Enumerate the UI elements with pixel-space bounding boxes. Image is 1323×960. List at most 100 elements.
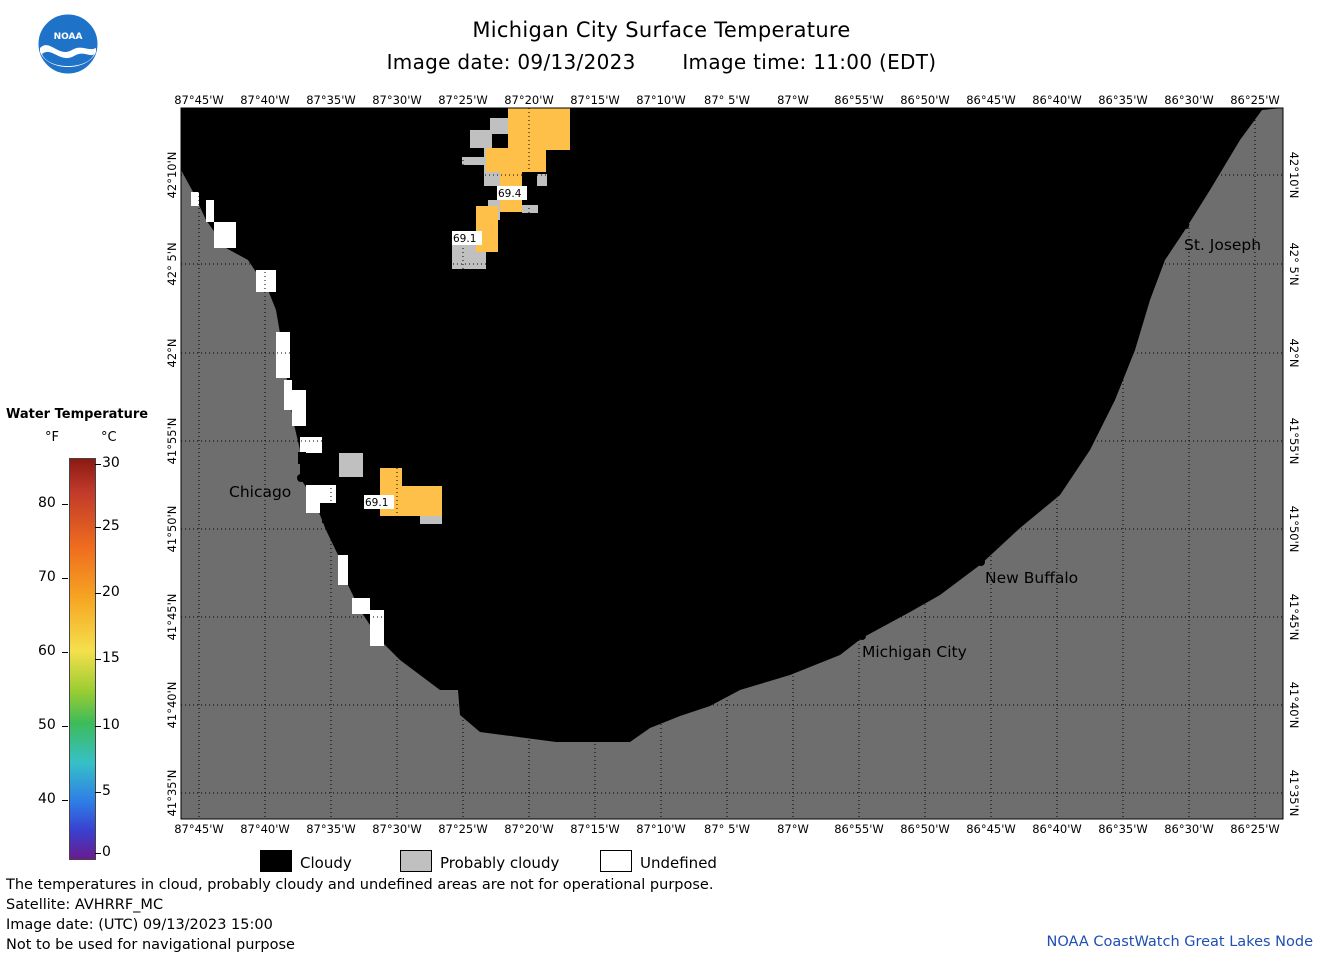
temp-label-1: 69.4 xyxy=(497,186,527,200)
lon-label: 86°55'W xyxy=(834,822,884,836)
lon-label: 87°45'W xyxy=(174,822,224,836)
lat-label: 41°55'N xyxy=(1287,418,1301,465)
key-undefined-swatch xyxy=(600,850,632,872)
key-probably-cloudy-label: Probably cloudy xyxy=(440,854,560,872)
image-date: Image date: 09/13/2023 xyxy=(386,50,636,74)
legend-tick-c: 20 xyxy=(102,584,120,600)
lon-label: 86°25'W xyxy=(1230,822,1280,836)
city-chicago: Chicago xyxy=(229,483,291,501)
lon-label: 86°45'W xyxy=(966,93,1016,107)
lat-label: 42°10'N xyxy=(165,152,179,199)
footer-line-4: Not to be used for navigational purpose xyxy=(6,937,295,953)
lat-label: 41°40'N xyxy=(165,682,179,729)
legend-tick-mark xyxy=(95,593,101,594)
lon-label: 87°40'W xyxy=(240,93,290,107)
lat-label: 41°50'N xyxy=(165,506,179,553)
lon-label: 86°45'W xyxy=(966,822,1016,836)
lon-label: 87°15'W xyxy=(570,822,620,836)
logo-text: NOAA xyxy=(54,32,83,42)
legend-tick-f: 60 xyxy=(38,643,56,659)
temp-label-2-text: 69.1 xyxy=(453,233,476,245)
land-west xyxy=(181,108,1283,819)
legend-title: Water Temperature xyxy=(6,407,149,422)
lon-label: 87°45'W xyxy=(174,93,224,107)
lon-label: 87°W xyxy=(777,93,809,107)
lon-label: 86°35'W xyxy=(1098,822,1148,836)
lon-label: 87°10'W xyxy=(636,822,686,836)
lon-label: 86°55'W xyxy=(834,93,884,107)
legend-tick-mark xyxy=(95,659,101,660)
lon-label: 87°35'W xyxy=(306,93,356,107)
legend-tick-c: 15 xyxy=(102,650,120,666)
city-new-buffalo: New Buffalo xyxy=(985,569,1078,587)
lon-label: 87°30'W xyxy=(372,93,422,107)
key-cloudy-swatch xyxy=(260,850,292,872)
cloud-patches-coast xyxy=(298,452,332,523)
city-st-joseph: St. Joseph xyxy=(1184,236,1261,254)
graticule xyxy=(181,108,1283,819)
lat-labels-right: 42°10'N 42° 5'N 42°N 41°55'N 41°50'N 41°45'N 4… xyxy=(1287,152,1301,817)
legend-tick-c: 25 xyxy=(102,518,120,534)
page-title: Michigan City Surface Temperature xyxy=(472,18,851,42)
footer-line-3: Image date: (UTC) 09/13/2023 15:00 xyxy=(6,917,273,933)
city-michigan-city: Michigan City xyxy=(862,643,967,661)
legend-unit-c: °C xyxy=(101,430,117,445)
noaa-logo-icon: NOAA xyxy=(37,13,99,75)
image-time: Image time: 11:00 (EDT) xyxy=(682,50,937,74)
city-marker-st-joseph xyxy=(1183,223,1189,229)
key-cloudy-label: Cloudy xyxy=(300,854,352,872)
lon-labels-bottom: 87°45'W 87°40'W 87°35'W 87°30'W 87°25'W 87°20… xyxy=(174,822,1280,836)
legend-tick-mark xyxy=(62,652,68,653)
lat-label: 41°45'N xyxy=(165,594,179,641)
lon-label: 87° 5'W xyxy=(704,93,750,107)
lat-label: 42°10'N xyxy=(1287,152,1301,199)
city-marker-michigan-city xyxy=(858,632,866,640)
lon-label: 87°10'W xyxy=(636,93,686,107)
image-date-time: Image date: 09/13/2023 Image time: 11:00… xyxy=(0,50,1323,74)
legend-tick-mark xyxy=(95,527,101,528)
footer-notes: The temperatures in cloud, probably clou… xyxy=(6,875,713,955)
legend-tick-mark xyxy=(62,800,68,801)
legend-tick-f: 70 xyxy=(38,569,56,585)
legend-tick-f: 50 xyxy=(38,717,56,733)
lon-label: 87°35'W xyxy=(306,822,356,836)
lat-label: 42°N xyxy=(165,339,179,368)
credit-link[interactable]: NOAA CoastWatch Great Lakes Node xyxy=(1046,934,1313,950)
lon-label: 86°40'W xyxy=(1032,822,1082,836)
lon-label: 87°25'W xyxy=(438,93,488,107)
legend-tick-f: 80 xyxy=(38,495,56,511)
legend-tick-c: 5 xyxy=(102,783,111,799)
lat-label: 41°50'N xyxy=(1287,506,1301,553)
legend-tick-c: 0 xyxy=(102,844,111,860)
lat-label: 41°55'N xyxy=(165,418,179,465)
lat-label: 42°N xyxy=(1287,339,1301,368)
lon-label: 87°W xyxy=(777,822,809,836)
legend-tick-mark xyxy=(95,726,101,727)
legend-tick-mark xyxy=(62,578,68,579)
legend-unit-f: °F xyxy=(45,430,59,445)
lon-label: 87°20'W xyxy=(504,822,554,836)
legend-tick-mark xyxy=(95,792,101,793)
lon-label: 86°35'W xyxy=(1098,93,1148,107)
map-frame xyxy=(180,107,1284,820)
temp-label-2: 69.1 xyxy=(452,231,482,245)
lon-label: 87°40'W xyxy=(240,822,290,836)
legend-tick-f: 40 xyxy=(38,791,56,807)
legend-tick-mark xyxy=(62,504,68,505)
lon-label: 87°20'W xyxy=(504,93,554,107)
temp-label-3: 69.1 xyxy=(364,495,394,509)
lon-label: 86°25'W xyxy=(1230,93,1280,107)
key-probably-cloudy-swatch xyxy=(400,850,432,872)
city-marker-new-buffalo xyxy=(977,558,985,566)
lat-label: 41°45'N xyxy=(1287,594,1301,641)
lat-labels-left: 42°10'N 42° 5'N 42°N 41°55'N 41°50'N 41°45'N 4… xyxy=(165,152,179,817)
lat-label: 41°35'N xyxy=(1287,770,1301,817)
legend-tick-mark xyxy=(95,464,101,465)
lon-label: 87°30'W xyxy=(372,822,422,836)
lon-label: 86°50'W xyxy=(900,93,950,107)
legend-tick-c: 10 xyxy=(102,717,120,733)
legend-tick-mark xyxy=(95,853,101,854)
undefined-areas xyxy=(191,192,384,646)
legend-tick-c: 30 xyxy=(102,455,120,471)
